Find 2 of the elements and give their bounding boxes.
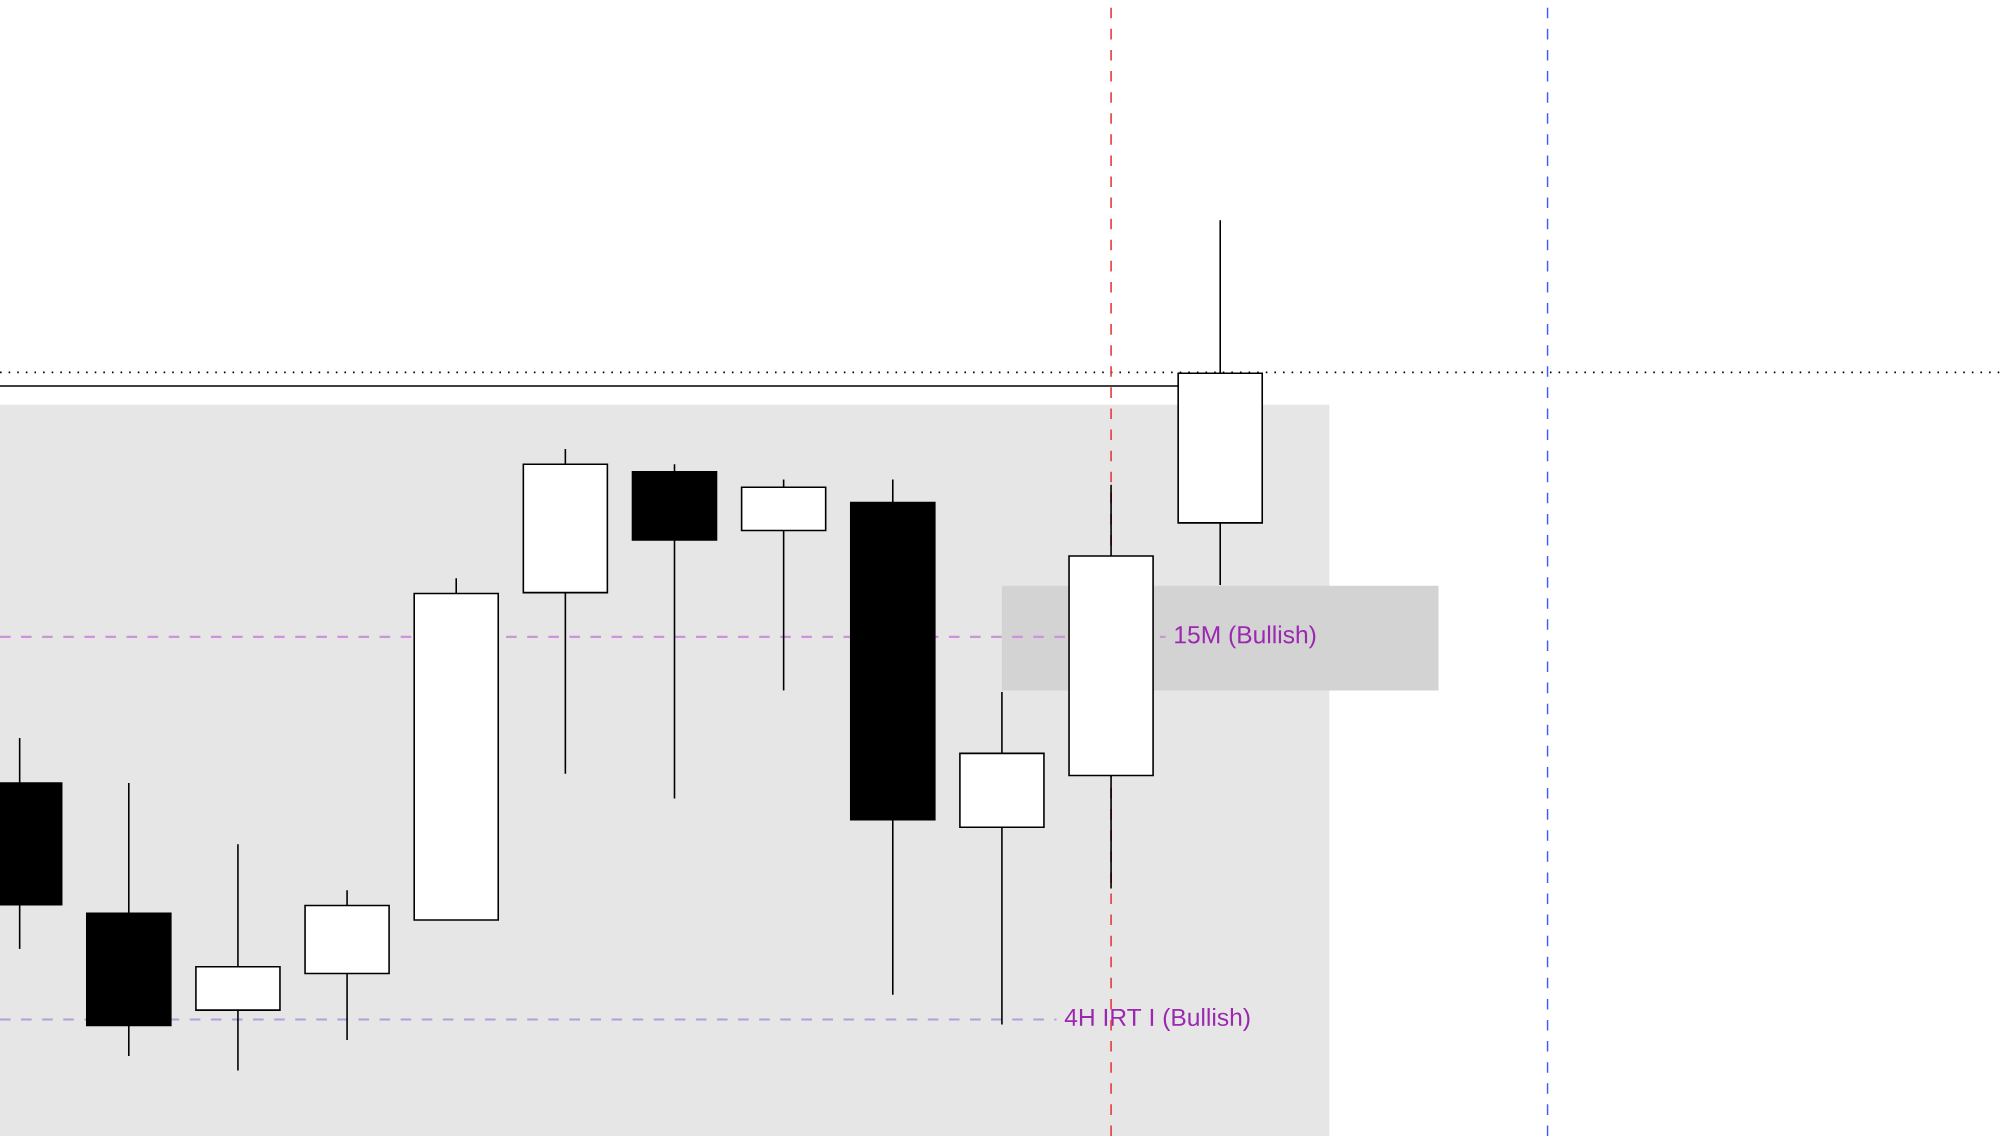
ref-line-label: 4H IRT I (Bullish) — [1064, 1008, 1250, 1031]
ref-line-label: 15M (Bullish) — [1175, 625, 1316, 649]
